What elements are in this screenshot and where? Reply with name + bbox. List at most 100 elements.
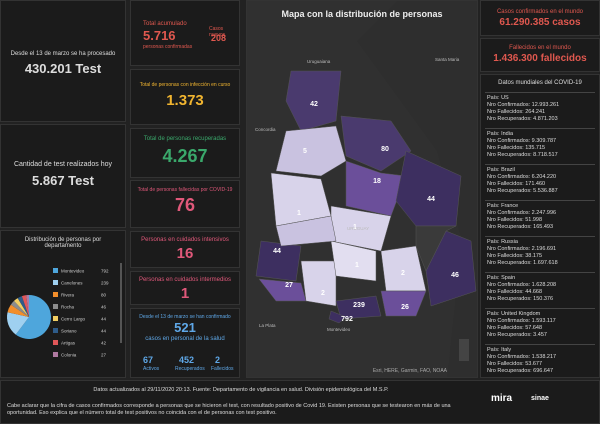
- legend-label: Artigas: [61, 341, 76, 346]
- value: 430.201 Test: [24, 61, 102, 76]
- row-value: 6.204.220: [531, 174, 557, 180]
- count-label: 239: [353, 302, 365, 309]
- recovered-label: Recuperados: [175, 366, 205, 372]
- count-label: 42: [310, 101, 318, 108]
- map: 42 80 5 18 44 1 44 1 27 2 1 2 46 239 26 792 Uruguaiana Sa…: [247, 1, 477, 377]
- department: [340, 115, 412, 172]
- separator: [485, 164, 595, 165]
- pie-slice: [6, 312, 29, 335]
- count-label: 5: [303, 148, 307, 155]
- row-value: 4.871.203: [533, 116, 558, 122]
- row-label: Nro Recuperados:: [487, 296, 532, 302]
- sub: personas confirmadas: [143, 44, 193, 50]
- department: [285, 70, 342, 132]
- row-label: Nro Recuperados:: [487, 368, 532, 374]
- row-label: Nro Fallecidos:: [487, 325, 524, 331]
- separator: [485, 200, 595, 201]
- count-label: 1: [355, 262, 359, 269]
- country-row: Nro Confirmados: 2.247.996: [487, 210, 556, 216]
- label: Cantidad de test realizados hoy: [13, 161, 113, 168]
- title: Datos mundiales del COVID-19: [498, 80, 582, 86]
- row-value: 171.460: [525, 181, 546, 187]
- country-row: Nro Recuperados: 4.871.203: [487, 116, 558, 122]
- country-row: Nro Confirmados: 6.204.220: [487, 174, 556, 180]
- legend-swatch: [53, 280, 58, 285]
- map-title: Mapa con la distribución de personas: [281, 9, 443, 19]
- country-row: Nro Recuperados: 3.457: [487, 332, 547, 338]
- row-label: Nro Fallecidos:: [487, 361, 524, 367]
- place-label: Uruguaiana: [307, 59, 331, 64]
- value: 4.267: [162, 146, 208, 166]
- legend-swatch: [53, 304, 58, 309]
- row-label: Nro Recuperados:: [487, 116, 532, 122]
- count-label: 44: [273, 248, 281, 255]
- label: Total de personas recuperadas: [143, 136, 227, 142]
- row-value: Brazil: [501, 167, 515, 173]
- row-label: Nro Recuperados:: [487, 332, 532, 338]
- label: Desde el 13 de marzo se ha procesado: [10, 51, 116, 57]
- row-value: 150.376: [533, 296, 554, 302]
- country-row: Nro Fallecidos: 38.175: [487, 253, 542, 259]
- label: Casos confirmados en el mundo: [496, 9, 584, 15]
- value: 521: [174, 320, 196, 335]
- country-row: Nro Confirmados: 1.628.208: [487, 282, 556, 288]
- logo: sinae: [531, 395, 549, 402]
- row-label: País:: [487, 131, 500, 137]
- legend-label: Colonia: [61, 353, 77, 358]
- new-value: 208: [211, 33, 227, 43]
- scrollbar: [120, 263, 122, 343]
- legend-swatch: [53, 352, 58, 357]
- department: [255, 240, 302, 282]
- value: 1.436.300 fallecidos: [493, 53, 587, 64]
- icu-panel: Personas en cuidados intensivos 16: [130, 231, 240, 268]
- pie-slice: [7, 304, 29, 317]
- legend-value: 239: [101, 281, 109, 286]
- count-label: 1: [353, 224, 357, 231]
- count-label: 1: [297, 210, 301, 217]
- count-label: 26: [401, 304, 409, 311]
- row-value: 53.677: [525, 361, 543, 367]
- pie-slice: [26, 295, 29, 317]
- row-label: Nro Fallecidos:: [487, 109, 524, 115]
- separator: [485, 308, 595, 309]
- department: [328, 310, 347, 324]
- row-value: 2.196.691: [531, 246, 557, 252]
- row-value: 8.718.517: [533, 152, 558, 158]
- title: Distribución de personas por departament…: [24, 237, 102, 249]
- country-row: País: United Kingdom: [487, 311, 540, 317]
- place-label: Montevideo: [327, 327, 351, 332]
- place-label: La Plata: [259, 323, 276, 328]
- row-value: 1.628.208: [531, 282, 557, 288]
- row-label: País:: [487, 239, 500, 245]
- pie-chart: Montevideo 792 Canelones 239 Rivera 80 Rocha 46…: [6, 263, 122, 358]
- row-label: Nro Confirmados:: [487, 210, 531, 216]
- legend-value: 27: [101, 353, 107, 358]
- active-label: Activos: [143, 366, 160, 372]
- country-row: Nro Confirmados: 1.538.217: [487, 354, 556, 360]
- deaths-label: Fallecidos: [211, 366, 234, 372]
- legend-label: Soriano: [61, 329, 77, 334]
- row-label: Nro Confirmados:: [487, 102, 531, 108]
- row-value: 44.668: [525, 289, 543, 295]
- row-value: 3.457: [533, 332, 547, 338]
- department: [335, 295, 382, 320]
- world-deaths: Fallecidos en el mundo 1.436.300 falleci…: [480, 38, 600, 72]
- department: [275, 125, 347, 177]
- country-row: Nro Fallecidos: 53.677: [487, 361, 542, 367]
- row-value: Russia: [501, 239, 518, 245]
- row-label: Nro Recuperados:: [487, 260, 532, 266]
- pie-slice: [17, 296, 29, 317]
- separator: [485, 236, 595, 237]
- recovered-panel: Total de personas recuperadas 4.267: [130, 128, 240, 178]
- intermediate-panel: Personas en cuidados intermedios 1: [130, 271, 240, 305]
- land: [357, 1, 477, 377]
- label: Fallecidos en el mundo: [509, 45, 571, 51]
- legend-label: Montevideo: [61, 269, 85, 274]
- country-row: Nro Recuperados: 165.493: [487, 224, 553, 230]
- count-label: 44: [427, 196, 435, 203]
- legend-swatch: [53, 316, 58, 321]
- zoom-control[interactable]: [459, 339, 469, 361]
- country-row: País: France: [487, 203, 518, 209]
- country-row: País: Russia: [487, 239, 518, 245]
- pie-slice: [21, 295, 29, 317]
